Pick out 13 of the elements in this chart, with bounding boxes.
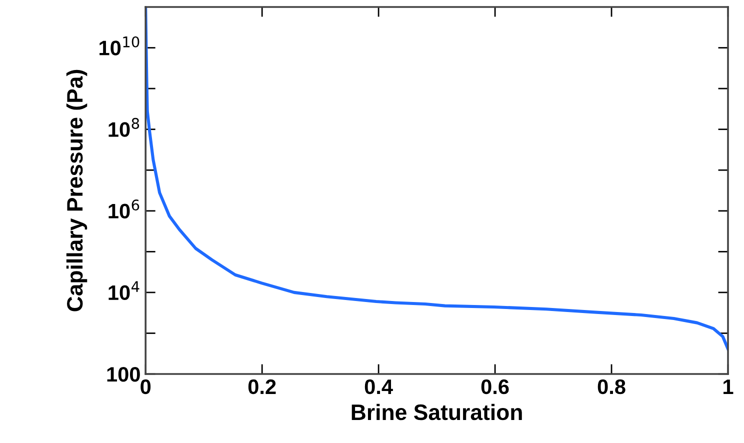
x-tick-label: 1 xyxy=(724,380,734,394)
y-tick-label: 10$^{10}$ xyxy=(100,36,140,56)
y-axis-title: Capillary Pressure (Pa) xyxy=(66,70,88,312)
y-tick-label: 10$^{6}$ xyxy=(108,199,140,218)
x-axis-title: Brine Saturation xyxy=(352,404,522,420)
x-tick-label: 0 xyxy=(140,379,151,394)
x-tick-label: 0.8 xyxy=(598,379,626,394)
y-tick-label: 10$^{4}$ xyxy=(108,281,140,300)
x-tick-label: 0.4 xyxy=(364,379,393,394)
x-tick-label: 0.6 xyxy=(481,379,509,394)
y-tick-label: 100 xyxy=(107,367,140,382)
y-tick-label: 10$^{8}$ xyxy=(108,118,140,137)
x-tick-label: 0.2 xyxy=(248,379,276,394)
